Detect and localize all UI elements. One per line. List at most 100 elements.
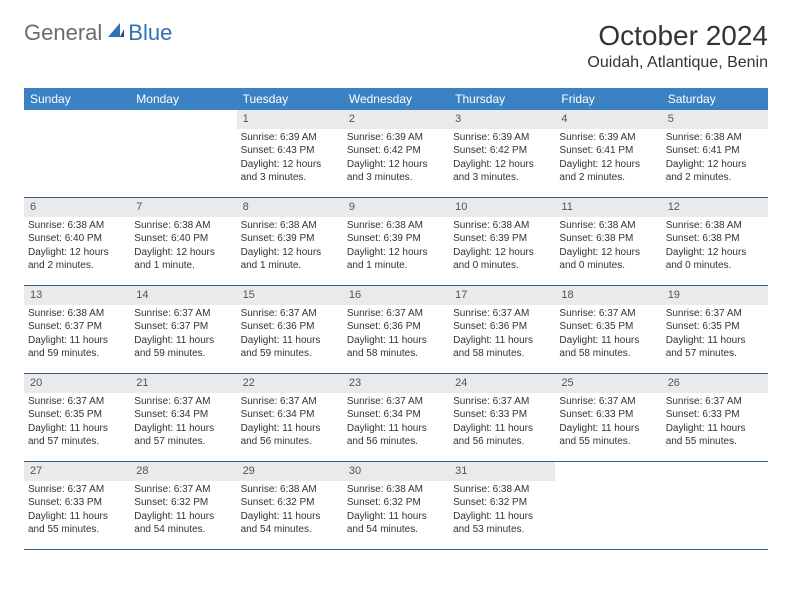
sunset-text: Sunset: 6:33 PM	[28, 496, 126, 510]
day-number: 14	[130, 286, 236, 305]
day-cell: 29Sunrise: 6:38 AMSunset: 6:32 PMDayligh…	[237, 462, 343, 549]
logo-text-blue: Blue	[128, 20, 172, 46]
sunrise-text: Sunrise: 6:38 AM	[559, 219, 657, 233]
day-info: Sunrise: 6:37 AMSunset: 6:35 PMDaylight:…	[662, 305, 768, 367]
sunset-text: Sunset: 6:33 PM	[559, 408, 657, 422]
day-cell: 6Sunrise: 6:38 AMSunset: 6:40 PMDaylight…	[24, 198, 130, 285]
daylight-text: Daylight: 12 hours and 1 minute.	[347, 246, 445, 273]
day-cell: 4Sunrise: 6:39 AMSunset: 6:41 PMDaylight…	[555, 110, 661, 197]
daylight-text: Daylight: 11 hours and 57 minutes.	[666, 334, 764, 361]
week-row: 27Sunrise: 6:37 AMSunset: 6:33 PMDayligh…	[24, 462, 768, 550]
day-cell: 15Sunrise: 6:37 AMSunset: 6:36 PMDayligh…	[237, 286, 343, 373]
weeks-container: 1Sunrise: 6:39 AMSunset: 6:43 PMDaylight…	[24, 110, 768, 550]
day-info: Sunrise: 6:37 AMSunset: 6:36 PMDaylight:…	[343, 305, 449, 367]
sunrise-text: Sunrise: 6:38 AM	[134, 219, 232, 233]
day-info: Sunrise: 6:38 AMSunset: 6:40 PMDaylight:…	[130, 217, 236, 279]
day-cell	[130, 110, 236, 197]
sunset-text: Sunset: 6:40 PM	[28, 232, 126, 246]
day-cell: 14Sunrise: 6:37 AMSunset: 6:37 PMDayligh…	[130, 286, 236, 373]
sunrise-text: Sunrise: 6:37 AM	[241, 395, 339, 409]
day-number: 16	[343, 286, 449, 305]
day-info: Sunrise: 6:39 AMSunset: 6:42 PMDaylight:…	[343, 129, 449, 191]
day-info: Sunrise: 6:38 AMSunset: 6:41 PMDaylight:…	[662, 129, 768, 191]
day-info: Sunrise: 6:38 AMSunset: 6:37 PMDaylight:…	[24, 305, 130, 367]
sunset-text: Sunset: 6:41 PM	[666, 144, 764, 158]
day-number: 22	[237, 374, 343, 393]
sunset-text: Sunset: 6:37 PM	[134, 320, 232, 334]
day-number: 23	[343, 374, 449, 393]
day-info: Sunrise: 6:39 AMSunset: 6:41 PMDaylight:…	[555, 129, 661, 191]
day-cell: 26Sunrise: 6:37 AMSunset: 6:33 PMDayligh…	[662, 374, 768, 461]
sunset-text: Sunset: 6:43 PM	[241, 144, 339, 158]
day-number: 31	[449, 462, 555, 481]
sunrise-text: Sunrise: 6:37 AM	[241, 307, 339, 321]
week-row: 20Sunrise: 6:37 AMSunset: 6:35 PMDayligh…	[24, 374, 768, 462]
title-block: October 2024 Ouidah, Atlantique, Benin	[587, 20, 768, 72]
sunrise-text: Sunrise: 6:39 AM	[559, 131, 657, 145]
day-info: Sunrise: 6:37 AMSunset: 6:36 PMDaylight:…	[449, 305, 555, 367]
daylight-text: Daylight: 11 hours and 55 minutes.	[559, 422, 657, 449]
daylight-text: Daylight: 12 hours and 2 minutes.	[666, 158, 764, 185]
sunset-text: Sunset: 6:40 PM	[134, 232, 232, 246]
day-number: 28	[130, 462, 236, 481]
daylight-text: Daylight: 11 hours and 59 minutes.	[134, 334, 232, 361]
day-info: Sunrise: 6:37 AMSunset: 6:35 PMDaylight:…	[24, 393, 130, 455]
day-cell: 30Sunrise: 6:38 AMSunset: 6:32 PMDayligh…	[343, 462, 449, 549]
day-info: Sunrise: 6:37 AMSunset: 6:36 PMDaylight:…	[237, 305, 343, 367]
daylight-text: Daylight: 12 hours and 0 minutes.	[666, 246, 764, 273]
sunset-text: Sunset: 6:35 PM	[559, 320, 657, 334]
sunset-text: Sunset: 6:32 PM	[134, 496, 232, 510]
day-number: 25	[555, 374, 661, 393]
daylight-text: Daylight: 11 hours and 54 minutes.	[134, 510, 232, 537]
week-row: 1Sunrise: 6:39 AMSunset: 6:43 PMDaylight…	[24, 110, 768, 198]
daylight-text: Daylight: 11 hours and 58 minutes.	[347, 334, 445, 361]
sunset-text: Sunset: 6:37 PM	[28, 320, 126, 334]
day-info: Sunrise: 6:37 AMSunset: 6:35 PMDaylight:…	[555, 305, 661, 367]
daylight-text: Daylight: 11 hours and 55 minutes.	[666, 422, 764, 449]
day-info: Sunrise: 6:37 AMSunset: 6:34 PMDaylight:…	[130, 393, 236, 455]
day-cell: 19Sunrise: 6:37 AMSunset: 6:35 PMDayligh…	[662, 286, 768, 373]
day-info: Sunrise: 6:38 AMSunset: 6:40 PMDaylight:…	[24, 217, 130, 279]
sunset-text: Sunset: 6:42 PM	[453, 144, 551, 158]
day-info: Sunrise: 6:37 AMSunset: 6:33 PMDaylight:…	[662, 393, 768, 455]
logo: General Blue	[24, 20, 172, 46]
day-info: Sunrise: 6:38 AMSunset: 6:32 PMDaylight:…	[449, 481, 555, 543]
day-cell: 1Sunrise: 6:39 AMSunset: 6:43 PMDaylight…	[237, 110, 343, 197]
day-cell: 31Sunrise: 6:38 AMSunset: 6:32 PMDayligh…	[449, 462, 555, 549]
calendar: Sunday Monday Tuesday Wednesday Thursday…	[24, 88, 768, 550]
daylight-text: Daylight: 11 hours and 59 minutes.	[28, 334, 126, 361]
sunset-text: Sunset: 6:33 PM	[666, 408, 764, 422]
logo-text-general: General	[24, 20, 102, 46]
sunrise-text: Sunrise: 6:37 AM	[559, 307, 657, 321]
day-cell: 21Sunrise: 6:37 AMSunset: 6:34 PMDayligh…	[130, 374, 236, 461]
day-cell: 27Sunrise: 6:37 AMSunset: 6:33 PMDayligh…	[24, 462, 130, 549]
sunrise-text: Sunrise: 6:37 AM	[134, 483, 232, 497]
sunrise-text: Sunrise: 6:37 AM	[666, 395, 764, 409]
day-header-saturday: Saturday	[662, 88, 768, 110]
day-cell: 23Sunrise: 6:37 AMSunset: 6:34 PMDayligh…	[343, 374, 449, 461]
day-number: 6	[24, 198, 130, 217]
day-number	[662, 462, 768, 466]
daylight-text: Daylight: 11 hours and 56 minutes.	[347, 422, 445, 449]
day-info: Sunrise: 6:37 AMSunset: 6:33 PMDaylight:…	[555, 393, 661, 455]
sunrise-text: Sunrise: 6:37 AM	[134, 395, 232, 409]
day-header-sunday: Sunday	[24, 88, 130, 110]
day-number: 4	[555, 110, 661, 129]
daylight-text: Daylight: 12 hours and 0 minutes.	[453, 246, 551, 273]
sunset-text: Sunset: 6:36 PM	[241, 320, 339, 334]
day-number: 17	[449, 286, 555, 305]
day-header-thursday: Thursday	[449, 88, 555, 110]
day-number: 12	[662, 198, 768, 217]
day-info: Sunrise: 6:37 AMSunset: 6:37 PMDaylight:…	[130, 305, 236, 367]
day-cell: 12Sunrise: 6:38 AMSunset: 6:38 PMDayligh…	[662, 198, 768, 285]
day-cell: 25Sunrise: 6:37 AMSunset: 6:33 PMDayligh…	[555, 374, 661, 461]
sunset-text: Sunset: 6:32 PM	[453, 496, 551, 510]
day-cell: 16Sunrise: 6:37 AMSunset: 6:36 PMDayligh…	[343, 286, 449, 373]
day-cell: 13Sunrise: 6:38 AMSunset: 6:37 PMDayligh…	[24, 286, 130, 373]
day-cell: 18Sunrise: 6:37 AMSunset: 6:35 PMDayligh…	[555, 286, 661, 373]
week-row: 6Sunrise: 6:38 AMSunset: 6:40 PMDaylight…	[24, 198, 768, 286]
day-header-tuesday: Tuesday	[237, 88, 343, 110]
sunrise-text: Sunrise: 6:38 AM	[241, 483, 339, 497]
sunrise-text: Sunrise: 6:37 AM	[666, 307, 764, 321]
sunrise-text: Sunrise: 6:37 AM	[453, 395, 551, 409]
